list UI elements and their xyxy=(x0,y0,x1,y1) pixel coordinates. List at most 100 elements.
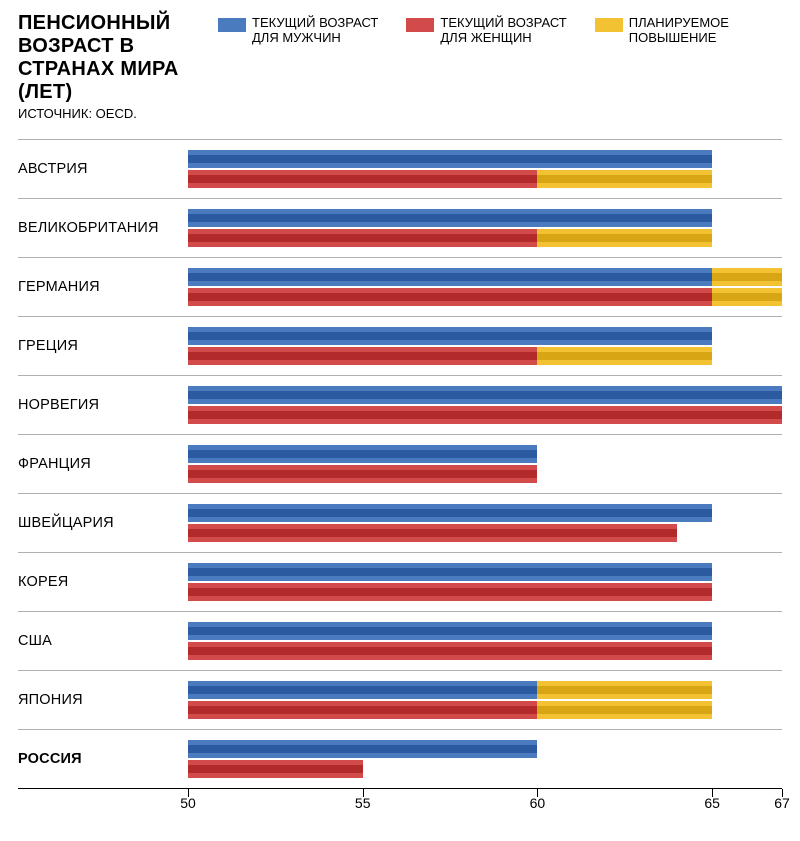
bar-segment-planned xyxy=(712,288,782,306)
country-label: РОССИЯ xyxy=(18,733,188,785)
country-row: НОРВЕГИЯ xyxy=(18,375,782,434)
bar-track xyxy=(188,524,782,542)
bar-track xyxy=(188,701,782,719)
bar-segment-planned xyxy=(537,229,712,247)
bar-track xyxy=(188,268,782,286)
bar-track xyxy=(188,170,782,188)
axis-spacer xyxy=(18,789,188,811)
axis-tick-label: 50 xyxy=(180,795,196,811)
country-label: НОРВЕГИЯ xyxy=(18,379,188,431)
country-bars xyxy=(188,317,782,375)
country-row: АВСТРИЯ xyxy=(18,139,782,198)
country-bars xyxy=(188,612,782,670)
country-row: ГЕРМАНИЯ xyxy=(18,257,782,316)
axis-tick-label: 55 xyxy=(355,795,371,811)
chart-title: ПЕНСИОННЫЙ ВОЗРАСТ В СТРАНАХ МИРА (ЛЕТ) xyxy=(18,12,218,104)
bar-segment-current xyxy=(188,288,712,306)
bar-track xyxy=(188,347,782,365)
country-bars xyxy=(188,553,782,611)
country-row: США xyxy=(18,611,782,670)
bar-track xyxy=(188,386,782,404)
bar-segment-planned xyxy=(537,701,712,719)
bar-segment-current xyxy=(188,642,712,660)
bar-segment-current xyxy=(188,150,712,168)
bar-track xyxy=(188,681,782,699)
bar-segment-current xyxy=(188,445,537,463)
bar-track xyxy=(188,445,782,463)
country-bars xyxy=(188,258,782,316)
country-bars xyxy=(188,730,782,788)
bar-track xyxy=(188,622,782,640)
bar-track xyxy=(188,504,782,522)
bar-track xyxy=(188,327,782,345)
legend-item: ТЕКУЩИЙ ВОЗРАСТ ДЛЯ МУЖЧИН xyxy=(218,16,378,46)
country-label: ФРАНЦИЯ xyxy=(18,438,188,490)
bar-segment-current xyxy=(188,406,782,424)
bar-segment-current xyxy=(188,347,537,365)
bar-track xyxy=(188,229,782,247)
bar-track xyxy=(188,150,782,168)
bar-segment-current xyxy=(188,170,537,188)
country-label: ГЕРМАНИЯ xyxy=(18,261,188,313)
country-label: КОРЕЯ xyxy=(18,556,188,608)
legend-label: ТЕКУЩИЙ ВОЗРАСТ ДЛЯ ЖЕНЩИН xyxy=(440,16,566,46)
country-bars xyxy=(188,376,782,434)
bar-track xyxy=(188,760,782,778)
bar-segment-current xyxy=(188,465,537,483)
bar-segment-current xyxy=(188,740,537,758)
bar-segment-planned xyxy=(712,268,782,286)
country-bars xyxy=(188,494,782,552)
country-label: АВСТРИЯ xyxy=(18,143,188,195)
bar-track xyxy=(188,288,782,306)
country-label: ЯПОНИЯ xyxy=(18,674,188,726)
bar-segment-current xyxy=(188,327,712,345)
bar-segment-current xyxy=(188,583,712,601)
bar-segment-current xyxy=(188,386,782,404)
country-bars xyxy=(188,435,782,493)
legend-label: ПЛАНИРУЕМОЕ ПОВЫШЕНИЕ xyxy=(629,16,729,46)
axis-tick-label: 65 xyxy=(704,795,720,811)
country-row: ШВЕЙЦАРИЯ xyxy=(18,493,782,552)
bar-track xyxy=(188,406,782,424)
bar-segment-current xyxy=(188,229,537,247)
bar-segment-current xyxy=(188,524,677,542)
header-left: ПЕНСИОННЫЙ ВОЗРАСТ В СТРАНАХ МИРА (ЛЕТ) … xyxy=(18,12,218,121)
bar-segment-current xyxy=(188,268,712,286)
header: ПЕНСИОННЫЙ ВОЗРАСТ В СТРАНАХ МИРА (ЛЕТ) … xyxy=(18,12,782,121)
country-row: ВЕЛИКОБРИТАНИЯ xyxy=(18,198,782,257)
country-bars xyxy=(188,671,782,729)
legend-item: ТЕКУЩИЙ ВОЗРАСТ ДЛЯ ЖЕНЩИН xyxy=(406,16,566,46)
legend-label: ТЕКУЩИЙ ВОЗРАСТ ДЛЯ МУЖЧИН xyxy=(252,16,378,46)
bar-segment-current xyxy=(188,681,537,699)
country-label: ШВЕЙЦАРИЯ xyxy=(18,497,188,549)
axis-tick-label: 60 xyxy=(530,795,546,811)
country-row: РОССИЯ xyxy=(18,729,782,788)
chart-area: АВСТРИЯ ВЕЛИКОБРИТАНИЯ ГЕРМАНИЯ ГРЕЦИЯ НОРВЕ… xyxy=(18,139,782,811)
bar-segment-current xyxy=(188,563,712,581)
country-row: ЯПОНИЯ xyxy=(18,670,782,729)
bar-segment-current xyxy=(188,504,712,522)
legend-item: ПЛАНИРУЕМОЕ ПОВЫШЕНИЕ xyxy=(595,16,729,46)
legend-swatch xyxy=(218,18,246,32)
bar-track xyxy=(188,465,782,483)
country-bars xyxy=(188,140,782,198)
axis-area: 5055606567 xyxy=(188,789,782,811)
country-row: КОРЕЯ xyxy=(18,552,782,611)
bar-segment-planned xyxy=(537,170,712,188)
bar-track xyxy=(188,209,782,227)
bar-track xyxy=(188,563,782,581)
bar-segment-current xyxy=(188,209,712,227)
bar-track xyxy=(188,642,782,660)
country-label: США xyxy=(18,615,188,667)
country-label: ГРЕЦИЯ xyxy=(18,320,188,372)
legend: ТЕКУЩИЙ ВОЗРАСТ ДЛЯ МУЖЧИН ТЕКУЩИЙ ВОЗРАС… xyxy=(218,12,782,46)
chart-source: ИСТОЧНИК: OECD. xyxy=(18,106,218,121)
x-axis: 5055606567 xyxy=(18,788,782,811)
country-label: ВЕЛИКОБРИТАНИЯ xyxy=(18,202,188,254)
bar-segment-current xyxy=(188,701,537,719)
bar-segment-planned xyxy=(537,681,712,699)
axis-tick-label: 67 xyxy=(774,795,790,811)
bar-segment-current xyxy=(188,622,712,640)
bar-segment-current xyxy=(188,760,363,778)
country-bars xyxy=(188,199,782,257)
